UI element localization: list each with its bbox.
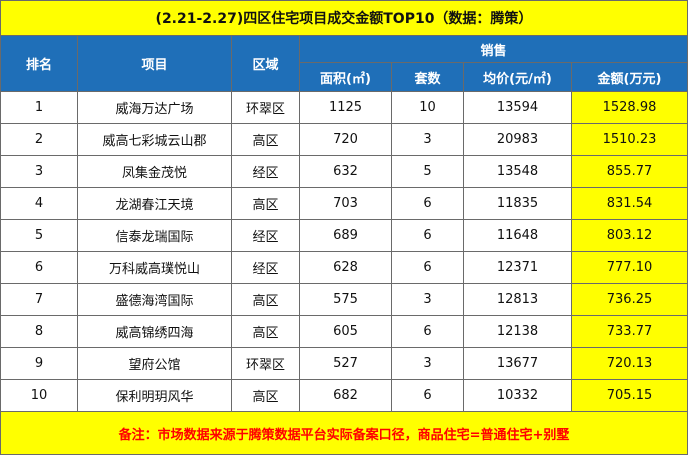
cell-area: 经区 bbox=[231, 155, 300, 188]
cell-area: 高区 bbox=[231, 379, 300, 412]
cell-size: 527 bbox=[299, 347, 392, 380]
table-row: 8 威高锦绣四海 高区 605 6 12138 733.77 bbox=[0, 315, 688, 348]
cell-area: 环翠区 bbox=[231, 91, 300, 124]
cell-avg-price: 12813 bbox=[463, 283, 572, 316]
cell-project: 保利明玥风华 bbox=[77, 379, 232, 412]
cell-rank: 2 bbox=[0, 123, 78, 156]
cell-area: 环翠区 bbox=[231, 347, 300, 380]
cell-amount: 1528.98 bbox=[571, 91, 688, 124]
cell-project: 望府公馆 bbox=[77, 347, 232, 380]
cell-area: 高区 bbox=[231, 315, 300, 348]
cell-units: 5 bbox=[391, 155, 464, 188]
header-size: 面积(㎡) bbox=[299, 62, 392, 92]
top10-sales-table: (2.21-2.27)四区住宅项目成交金额TOP10（数据：腾策） 排名 项目 … bbox=[0, 0, 688, 455]
table-row: 3 凤集金茂悦 经区 632 5 13548 855.77 bbox=[0, 155, 688, 188]
cell-amount: 733.77 bbox=[571, 315, 688, 348]
header-row-2: 面积(㎡) 套数 均价(元/㎡) 金额(万元) bbox=[1, 62, 688, 92]
cell-amount: 777.10 bbox=[571, 251, 688, 284]
cell-rank: 1 bbox=[0, 91, 78, 124]
footnote-row: 备注：市场数据来源于腾策数据平台实际备案口径，商品住宅=普通住宅+别墅 bbox=[0, 411, 688, 455]
cell-amount: 720.13 bbox=[571, 347, 688, 380]
cell-size: 605 bbox=[299, 315, 392, 348]
cell-area: 高区 bbox=[231, 123, 300, 156]
cell-amount: 831.54 bbox=[571, 187, 688, 220]
cell-rank: 6 bbox=[0, 251, 78, 284]
cell-amount: 705.15 bbox=[571, 379, 688, 412]
cell-size: 703 bbox=[299, 187, 392, 220]
cell-units: 6 bbox=[391, 315, 464, 348]
cell-area: 经区 bbox=[231, 251, 300, 284]
header-units: 套数 bbox=[391, 62, 464, 92]
cell-size: 682 bbox=[299, 379, 392, 412]
cell-units: 3 bbox=[391, 123, 464, 156]
cell-rank: 7 bbox=[0, 283, 78, 316]
footnote: 备注：市场数据来源于腾策数据平台实际备案口径，商品住宅=普通住宅+别墅 bbox=[0, 411, 688, 455]
cell-units: 6 bbox=[391, 187, 464, 220]
cell-area: 高区 bbox=[231, 187, 300, 220]
header-rank: 排名 bbox=[0, 35, 78, 92]
cell-area: 高区 bbox=[231, 283, 300, 316]
cell-project: 威海万达广场 bbox=[77, 91, 232, 124]
cell-project: 威高七彩城云山郡 bbox=[77, 123, 232, 156]
cell-amount: 855.77 bbox=[571, 155, 688, 188]
table-row: 1 威海万达广场 环翠区 1125 10 13594 1528.98 bbox=[0, 91, 688, 124]
cell-project: 信泰龙瑞国际 bbox=[77, 219, 232, 252]
table-row: 10 保利明玥风华 高区 682 6 10332 705.15 bbox=[0, 379, 688, 412]
header-row-1: 排名 项目 区域 销售 bbox=[0, 35, 688, 92]
cell-size: 575 bbox=[299, 283, 392, 316]
cell-project: 龙湖春江天境 bbox=[77, 187, 232, 220]
cell-rank: 3 bbox=[0, 155, 78, 188]
table-row: 9 望府公馆 环翠区 527 3 13677 720.13 bbox=[0, 347, 688, 380]
cell-project: 威高锦绣四海 bbox=[77, 315, 232, 348]
cell-avg-price: 10332 bbox=[463, 379, 572, 412]
header-amount: 金额(万元) bbox=[571, 62, 688, 92]
cell-rank: 9 bbox=[0, 347, 78, 380]
cell-avg-price: 11648 bbox=[463, 219, 572, 252]
cell-area: 经区 bbox=[231, 219, 300, 252]
table-row: 6 万科威高璞悦山 经区 628 6 12371 777.10 bbox=[0, 251, 688, 284]
cell-rank: 10 bbox=[0, 379, 78, 412]
cell-units: 3 bbox=[391, 347, 464, 380]
cell-units: 6 bbox=[391, 219, 464, 252]
cell-avg-price: 13548 bbox=[463, 155, 572, 188]
cell-units: 10 bbox=[391, 91, 464, 124]
cell-avg-price: 13677 bbox=[463, 347, 572, 380]
header-area: 区域 bbox=[231, 35, 300, 92]
header-project: 项目 bbox=[77, 35, 232, 92]
cell-amount: 1510.23 bbox=[571, 123, 688, 156]
table-row: 4 龙湖春江天境 高区 703 6 11835 831.54 bbox=[0, 187, 688, 220]
cell-amount: 736.25 bbox=[571, 283, 688, 316]
cell-project: 万科威高璞悦山 bbox=[77, 251, 232, 284]
table-row: 5 信泰龙瑞国际 经区 689 6 11648 803.12 bbox=[0, 219, 688, 252]
cell-size: 689 bbox=[299, 219, 392, 252]
cell-rank: 5 bbox=[0, 219, 78, 252]
cell-size: 632 bbox=[299, 155, 392, 188]
cell-units: 6 bbox=[391, 251, 464, 284]
cell-project: 凤集金茂悦 bbox=[77, 155, 232, 188]
cell-units: 3 bbox=[391, 283, 464, 316]
table-title: (2.21-2.27)四区住宅项目成交金额TOP10（数据：腾策） bbox=[0, 0, 688, 36]
cell-project: 盛德海湾国际 bbox=[77, 283, 232, 316]
cell-avg-price: 20983 bbox=[463, 123, 572, 156]
title-row: (2.21-2.27)四区住宅项目成交金额TOP10（数据：腾策） bbox=[0, 0, 688, 36]
cell-avg-price: 12138 bbox=[463, 315, 572, 348]
cell-size: 628 bbox=[299, 251, 392, 284]
header-sales: 销售 bbox=[299, 35, 688, 63]
table-row: 2 威高七彩城云山郡 高区 720 3 20983 1510.23 bbox=[0, 123, 688, 156]
table-row: 7 盛德海湾国际 高区 575 3 12813 736.25 bbox=[0, 283, 688, 316]
cell-avg-price: 11835 bbox=[463, 187, 572, 220]
cell-rank: 4 bbox=[0, 187, 78, 220]
header-avg-price: 均价(元/㎡) bbox=[463, 62, 572, 92]
cell-rank: 8 bbox=[0, 315, 78, 348]
cell-size: 720 bbox=[299, 123, 392, 156]
cell-units: 6 bbox=[391, 379, 464, 412]
cell-avg-price: 12371 bbox=[463, 251, 572, 284]
cell-size: 1125 bbox=[299, 91, 392, 124]
table-body: 1 威海万达广场 环翠区 1125 10 13594 1528.98 2 威高七… bbox=[0, 91, 688, 412]
cell-amount: 803.12 bbox=[571, 219, 688, 252]
cell-avg-price: 13594 bbox=[463, 91, 572, 124]
